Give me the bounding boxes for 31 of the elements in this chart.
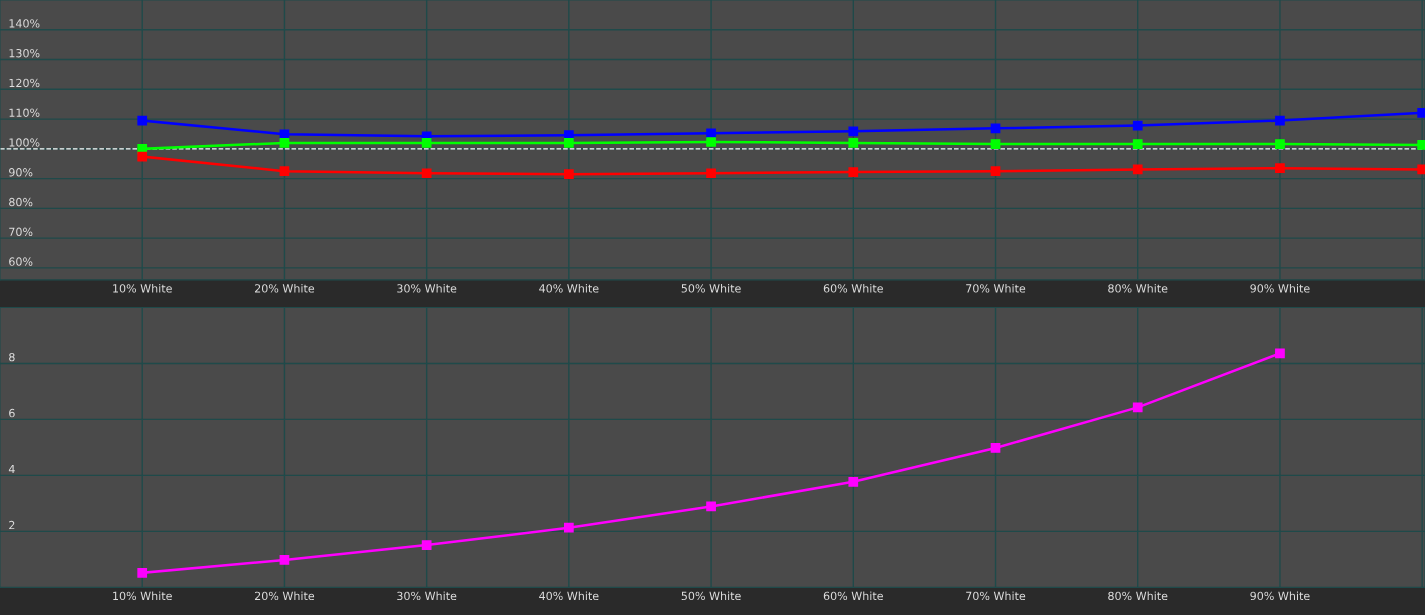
y-tick-label: 90% [9,168,33,177]
x-tick-label: 90% White [1250,283,1310,293]
x-tick-label: 90% White [1250,591,1310,601]
y-tick-label: 60% [9,257,33,266]
x-tick-label: 30% White [397,591,457,601]
x-tick-label: 80% White [1108,283,1168,293]
x-tick-label: 80% White [1108,591,1168,601]
y-tick-label: 2 [9,520,15,530]
x-tick-label: 60% White [823,591,883,601]
y-tick-label: 110% [9,108,40,117]
x-tick-label: 40% White [539,591,599,601]
x-tick-label: 60% White [823,283,883,293]
x-tick-label: 70% White [966,591,1026,601]
x-tick-label: 20% White [254,591,315,601]
x-tick-label: 70% White [966,283,1026,293]
x-tick-label: 20% White [254,283,315,293]
y-tick-label: 130% [9,48,40,58]
y-tick-label: 100% [9,138,40,147]
y-tick-label: 70% [9,227,33,236]
y-tick-label: 4 [8,464,15,474]
x-tick-label: 30% White [397,283,457,293]
x-tick-label: 10% White [113,283,172,293]
x-tick-label: 50% White [681,283,741,293]
y-tick-label: 140% [9,19,40,28]
y-tick-label: 80% [9,197,33,207]
x-tick-label: 10% White [113,591,172,601]
x-tick-label: 40% White [539,283,599,293]
y-tick-label: 120% [9,78,40,88]
y-tick-label: 8 [9,352,15,362]
x-tick-label: 50% White [681,591,741,601]
y-tick-label: 6 [9,408,15,418]
